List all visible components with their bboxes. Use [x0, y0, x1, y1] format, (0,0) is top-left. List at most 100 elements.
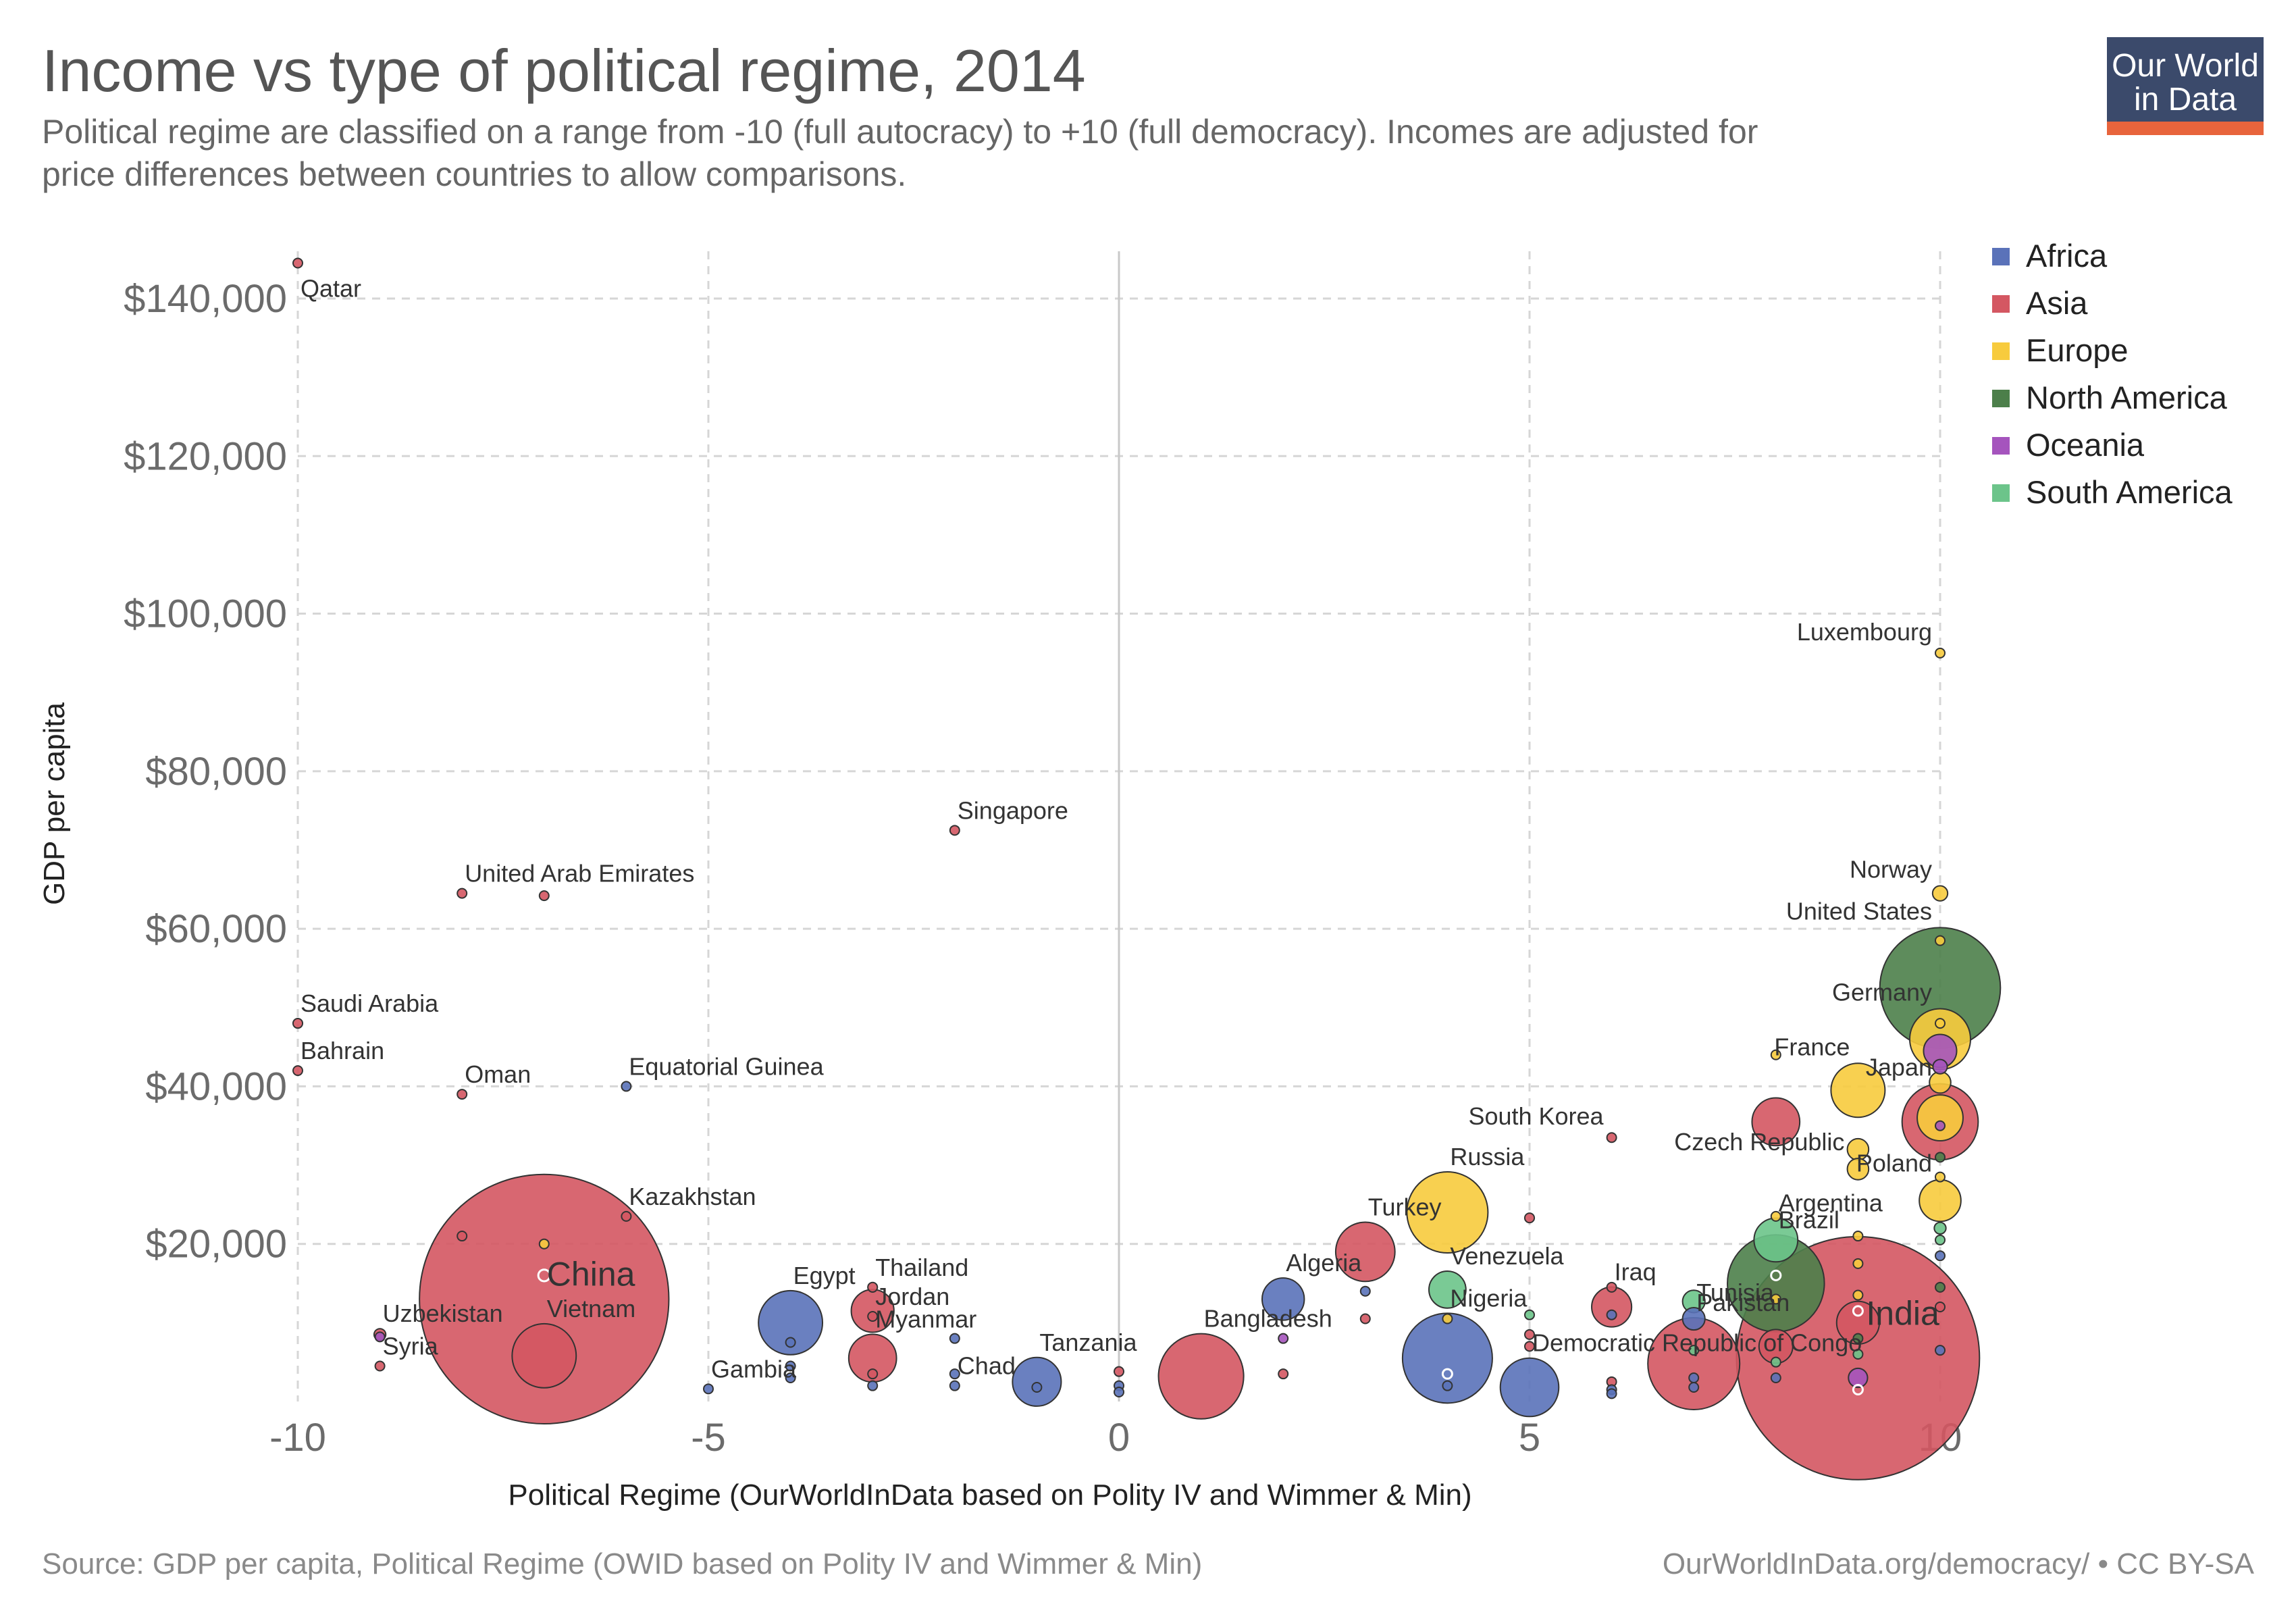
data-point	[1359, 1313, 1371, 1324]
point-label: Germany	[1832, 978, 1932, 1006]
point-label: Brazil	[1779, 1206, 1840, 1233]
data-point	[1830, 1062, 1886, 1118]
data-point	[538, 890, 550, 902]
data-point	[1852, 1258, 1864, 1269]
data-point	[1916, 1094, 1964, 1141]
x-tick-label: -5	[691, 1416, 726, 1460]
point-label: Nigeria	[1450, 1284, 1528, 1312]
data-point	[419, 1173, 670, 1425]
legend-label: North America	[2026, 380, 2228, 415]
footer-license[interactable]: OurWorldInData.org/democracy/ • CC BY-SA	[1663, 1547, 2255, 1580]
data-point	[1334, 1221, 1396, 1283]
point-label: China	[547, 1255, 635, 1293]
point-label: Norway	[1850, 855, 1932, 883]
data-point	[949, 1380, 960, 1391]
point-label: Qatar	[301, 274, 361, 302]
data-point	[1278, 1368, 1289, 1380]
owid-logo[interactable]: Our World in Data	[2107, 37, 2264, 135]
logo-line-1: Our World	[2112, 48, 2259, 84]
data-point	[785, 1360, 796, 1372]
data-point	[1935, 935, 1946, 946]
data-point	[1770, 1049, 1781, 1060]
legend-label: Africa	[2026, 238, 2108, 274]
data-point	[538, 1238, 550, 1250]
data-point	[374, 1360, 386, 1372]
data-point	[785, 1337, 796, 1348]
data-point	[1935, 1345, 1946, 1356]
point-labels: Qatar United Arab Emirates Saudi Arabia Bah…	[301, 274, 1939, 1383]
point-label: France	[1774, 1033, 1850, 1060]
chart-subtitle-line-2: price differences between countries to a…	[42, 155, 906, 193]
data-point	[1688, 1372, 1700, 1384]
data-point	[1932, 1058, 1948, 1075]
y-axis-label: GDP per capita	[38, 702, 71, 905]
point-label: Democratic Republic of Congo	[1532, 1329, 1862, 1357]
data-point	[1935, 647, 1946, 659]
legend-swatch	[1992, 342, 2010, 360]
legend-swatch	[1992, 437, 2010, 455]
data-point	[1852, 1289, 1864, 1301]
legend-label: Asia	[2026, 285, 2088, 321]
data-point	[1606, 1388, 1617, 1399]
point-label: Czech Republic	[1674, 1128, 1844, 1156]
data-point	[292, 1018, 304, 1029]
chart-title: Income vs type of political regime, 2014	[42, 37, 1086, 104]
logo-accent-bar	[2107, 122, 2264, 135]
legend-swatch	[1992, 248, 2010, 265]
y-tick-label: $140,000	[124, 277, 287, 321]
data-point	[758, 1289, 824, 1356]
data-point	[1441, 1368, 1453, 1380]
data-points	[292, 257, 2002, 1481]
point-label: Poland	[1856, 1150, 1932, 1177]
data-point	[1852, 1384, 1864, 1396]
data-point	[1846, 1158, 1870, 1181]
point-label: Saudi Arabia	[301, 989, 439, 1017]
point-label: Venezuela	[1450, 1242, 1564, 1270]
data-point	[292, 1065, 303, 1077]
data-point	[949, 825, 960, 836]
data-point	[1261, 1277, 1305, 1321]
y-tick-label: $100,000	[124, 592, 287, 636]
point-label: Tanzania	[1039, 1329, 1137, 1356]
data-point	[1278, 1333, 1289, 1344]
data-point	[374, 1331, 386, 1343]
data-point	[1935, 1302, 1946, 1313]
axes: $20,000 $40,000 $60,000 $80,000 $100,000 $120…	[124, 277, 1962, 1460]
data-point	[1442, 1380, 1453, 1391]
data-point	[456, 1231, 468, 1242]
data-point	[1935, 1171, 1946, 1183]
data-point	[621, 1081, 632, 1092]
point-label: Russia	[1450, 1143, 1525, 1170]
data-point	[456, 1089, 468, 1100]
point-label: Vietnam	[547, 1295, 635, 1322]
point-label: Japan	[1866, 1054, 1932, 1081]
data-point	[1114, 1366, 1124, 1377]
data-point	[621, 1210, 632, 1222]
point-label: Luxembourg	[1797, 618, 1932, 646]
data-point	[1770, 1293, 1781, 1305]
legend-swatch	[1992, 295, 2010, 313]
legend-swatch	[1992, 484, 2010, 502]
data-point	[867, 1311, 879, 1322]
y-tick-label: $20,000	[145, 1223, 287, 1266]
data-point	[1931, 885, 1949, 902]
point-label: Bahrain	[301, 1037, 384, 1064]
x-tick-label: -10	[269, 1416, 326, 1460]
data-point	[1359, 1285, 1371, 1297]
logo-background	[2107, 37, 2264, 122]
point-label: Kazakhstan	[629, 1183, 756, 1210]
point-label: Thailand	[875, 1254, 968, 1281]
legend-label: Oceania	[2026, 427, 2145, 463]
data-point	[511, 1322, 577, 1389]
data-point	[1848, 1367, 1869, 1389]
legend-swatch	[1992, 390, 2010, 407]
point-label: South Korea	[1468, 1102, 1604, 1130]
data-point	[1688, 1382, 1700, 1393]
x-tick-label: 0	[1108, 1416, 1130, 1460]
data-point	[1524, 1341, 1535, 1352]
point-label: Chad	[958, 1352, 1016, 1380]
data-point	[1401, 1312, 1493, 1404]
data-point	[1428, 1270, 1467, 1309]
point-label: Turkey	[1368, 1193, 1442, 1221]
data-point	[703, 1383, 714, 1395]
